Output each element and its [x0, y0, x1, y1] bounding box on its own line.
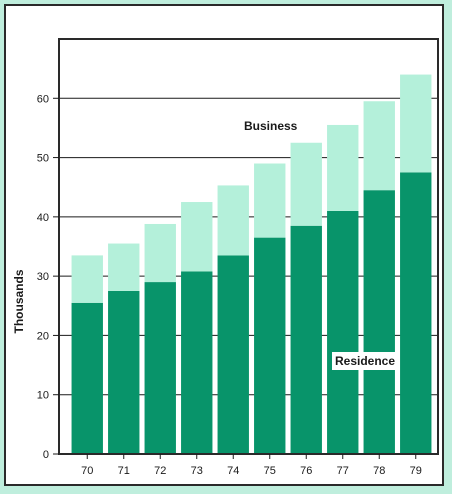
bar-residence-78 — [363, 190, 395, 454]
y-axis-label: Thousands — [12, 269, 26, 333]
bar-residence-76 — [290, 225, 322, 454]
x-tick-label: 75 — [264, 465, 276, 477]
x-tick-label: 79 — [410, 465, 422, 477]
bar-business-78 — [363, 101, 395, 191]
x-tick-label: 76 — [300, 465, 312, 477]
bar-business-71 — [108, 243, 140, 291]
plot-area-border — [58, 38, 439, 455]
bar-business-70 — [71, 255, 103, 303]
y-tick-label: 60 — [37, 93, 49, 105]
series-label-business: Business — [244, 119, 298, 133]
series-label-residence-group: Residence — [332, 352, 399, 370]
bar-residence-71 — [108, 290, 140, 454]
bar-residence-77 — [327, 210, 359, 454]
bar-business-77 — [327, 124, 359, 211]
x-tick-label: 73 — [191, 465, 203, 477]
bar-business-74 — [217, 185, 249, 256]
bar-residence-73 — [181, 271, 213, 454]
y-tick-label: 20 — [37, 330, 49, 342]
bar-residence-75 — [254, 237, 286, 454]
y-tick-label: 30 — [37, 271, 49, 283]
bar-business-72 — [144, 223, 176, 283]
y-tick-label: 10 — [37, 390, 49, 402]
x-tick-label: 78 — [373, 465, 385, 477]
bar-residence-72 — [144, 282, 176, 454]
x-tick-label: 71 — [118, 465, 130, 477]
x-tick-label: 74 — [227, 465, 239, 477]
x-axis-ticks: 70 71 72 73 74 75 76 77 78 79 — [81, 454, 422, 477]
bar-business-79 — [400, 74, 432, 173]
series-label-residence: Residence — [335, 354, 395, 368]
x-tick-label: 72 — [154, 465, 166, 477]
bar-residence-70 — [71, 302, 103, 454]
bar-residence-74 — [217, 255, 249, 454]
series-label-residence-background — [332, 352, 399, 370]
bar-residence-79 — [400, 172, 432, 454]
stacked-bar-chart: 0 10 20 30 40 50 60 70 71 72 73 74 75 76 77 78 79 Thous… — [12, 38, 439, 477]
x-tick-label: 77 — [337, 465, 349, 477]
y-tick-label: 50 — [37, 153, 49, 165]
y-tick-label: 40 — [37, 212, 49, 224]
y-axis-ticks: 0 10 20 30 40 50 60 — [37, 93, 59, 461]
bar-business-75 — [254, 163, 286, 238]
bar-business-76 — [290, 142, 322, 226]
x-tick-label: 70 — [81, 465, 93, 477]
chart-frame: 0 10 20 30 40 50 60 70 71 72 73 74 75 76 77 78 79 Thous… — [4, 4, 444, 486]
bar-business-73 — [181, 202, 213, 272]
bars — [71, 74, 432, 454]
y-tick-label: 0 — [43, 449, 49, 461]
